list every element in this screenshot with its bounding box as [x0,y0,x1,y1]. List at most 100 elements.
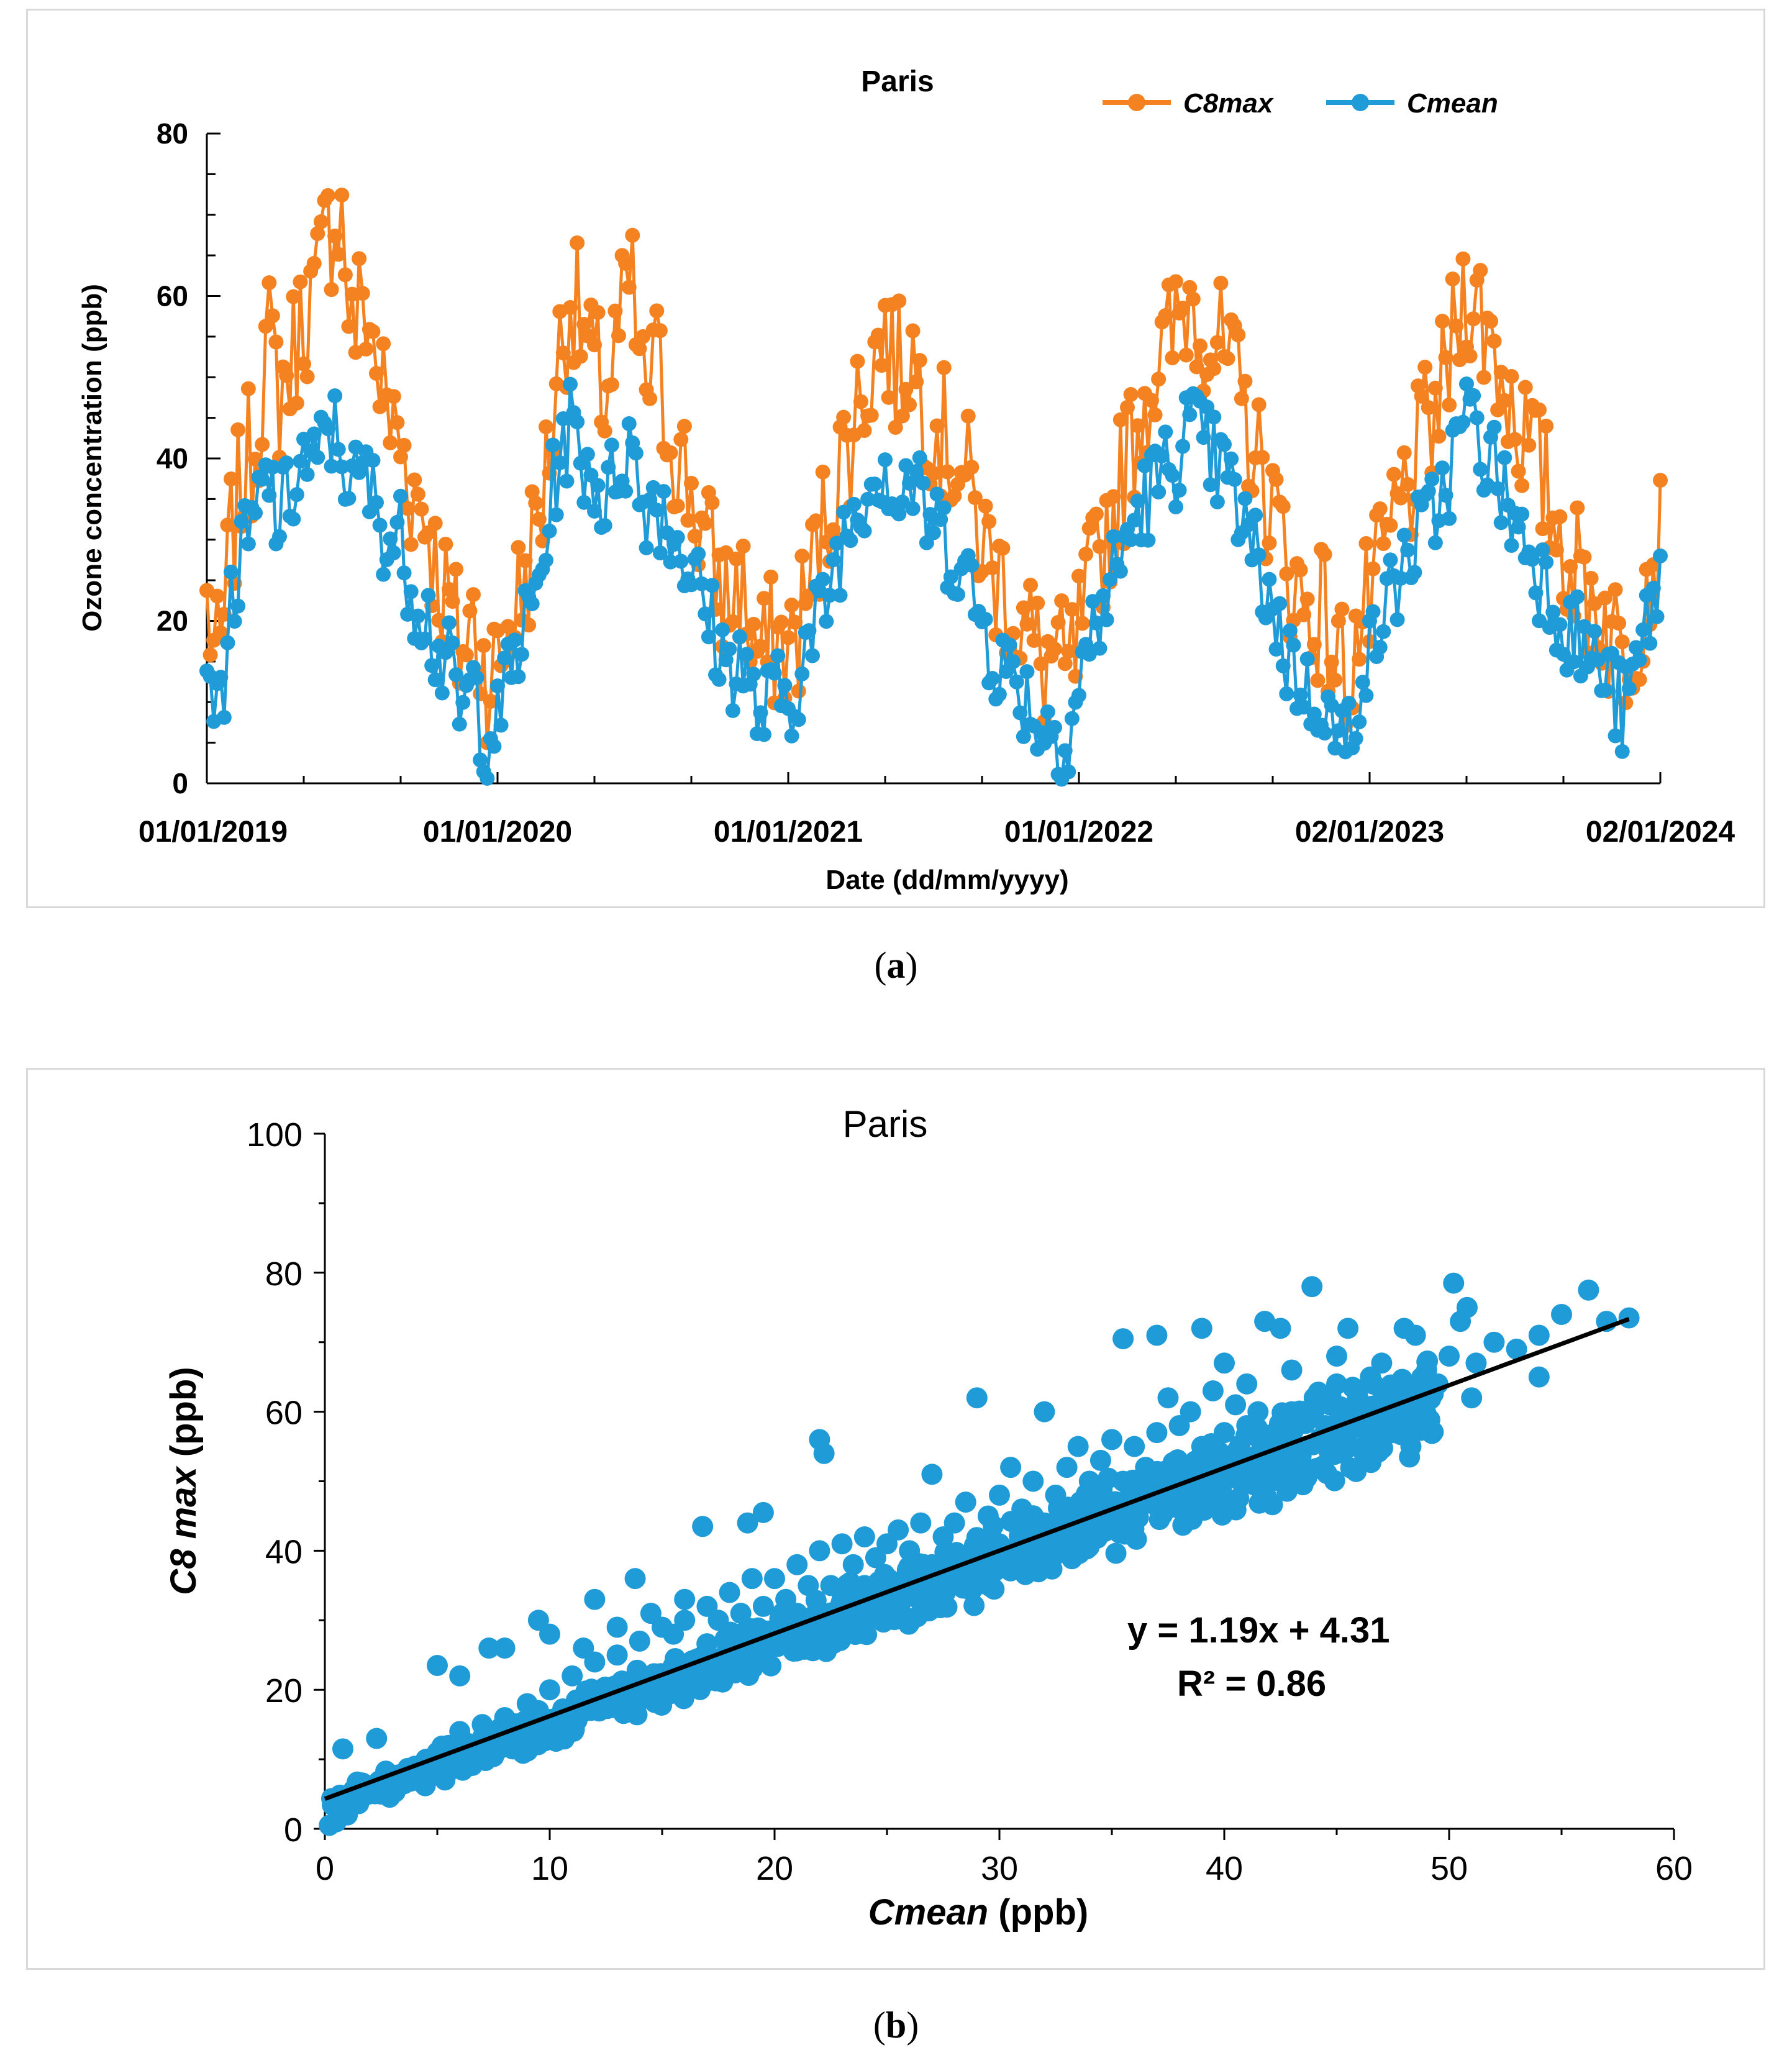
data-point [1524,552,1540,567]
data-point [1067,1436,1089,1457]
data-point [255,471,270,487]
data-point [1511,463,1526,479]
data-point [383,531,398,547]
x-tick-label: 01/01/2022 [1004,816,1153,849]
data-point [1456,1296,1478,1318]
data-point [929,418,945,434]
data-point [831,1533,853,1555]
data-point [427,672,443,688]
data-point [665,1648,686,1670]
data-point [386,389,401,404]
data-point [730,1603,752,1624]
data-point [991,686,1007,702]
data-point [234,514,249,529]
data-point [905,501,921,516]
data-point [701,629,716,645]
data-point [794,549,810,564]
data-point [332,1738,353,1760]
data-point [1247,1401,1269,1423]
data-point [248,505,263,521]
data-point [1120,399,1135,415]
data-point [1157,1387,1179,1409]
data-point [846,496,862,512]
data-point [1285,1455,1307,1477]
data-point [626,1704,648,1726]
data-point [618,483,634,499]
data-point [1201,1432,1222,1454]
data-point [978,611,993,627]
data-point [409,1769,431,1790]
data-point [753,705,768,721]
data-point [1230,327,1246,343]
data-point [1324,1470,1345,1491]
data-point [1187,1488,1209,1510]
caption-a: (a) [874,945,918,986]
data-point [1202,1380,1224,1402]
data-point [434,685,450,701]
data-point [1123,387,1139,403]
data-point [1439,1346,1460,1367]
data-point [822,588,837,603]
data-point [955,1491,976,1513]
data-point [1317,547,1332,562]
data-point [1421,400,1436,416]
data-point [507,632,522,648]
data-point [741,1568,763,1590]
data-point [1570,589,1585,604]
data-point [1251,547,1267,563]
data-point [898,381,914,397]
legend-label-c8max: C8max [1183,88,1274,119]
data-point [1632,672,1647,687]
data-point [663,445,678,460]
data-point [576,494,592,510]
data-point [539,419,553,435]
data-point [1469,410,1485,426]
data-point [981,514,997,529]
data-point [1182,280,1198,295]
data-point [490,678,505,694]
data-point [1326,1346,1347,1367]
data-point [1372,639,1388,655]
data-point [1368,1413,1389,1434]
data-point [448,667,464,683]
data-point [983,1578,1005,1600]
data-point [843,533,858,549]
data-point [1618,1307,1640,1329]
data-point [1438,350,1453,365]
data-point [324,282,339,298]
data-point [553,1728,575,1750]
data-point [604,377,619,393]
data-point [240,381,256,396]
data-point [1255,450,1270,465]
data-point [289,395,304,411]
data-point [1438,488,1453,503]
data-point [912,450,927,465]
data-point [1112,412,1128,427]
data-point [1225,1394,1247,1416]
data-point [1552,509,1568,524]
data-point [1002,637,1017,653]
data-point [442,581,457,597]
data-point [517,1732,539,1754]
data-point [621,416,637,432]
data-point [296,356,311,371]
y-tick-label: 100 [247,1116,302,1154]
data-point [573,348,588,364]
data-point [1306,637,1322,652]
data-point [836,504,852,520]
data-point [410,486,425,502]
data-point [1486,334,1502,349]
data-point [1608,582,1623,598]
data-point [673,432,689,447]
data-point [389,415,405,430]
data-point [1383,517,1398,533]
data-point [1355,675,1370,690]
data-point [1389,612,1405,627]
data-point [947,488,962,504]
data-point [469,670,484,685]
data-point [805,648,820,663]
data-point [964,460,980,475]
data-point [1570,500,1585,516]
y-tick-label: 20 [157,605,188,637]
data-point [563,300,578,316]
